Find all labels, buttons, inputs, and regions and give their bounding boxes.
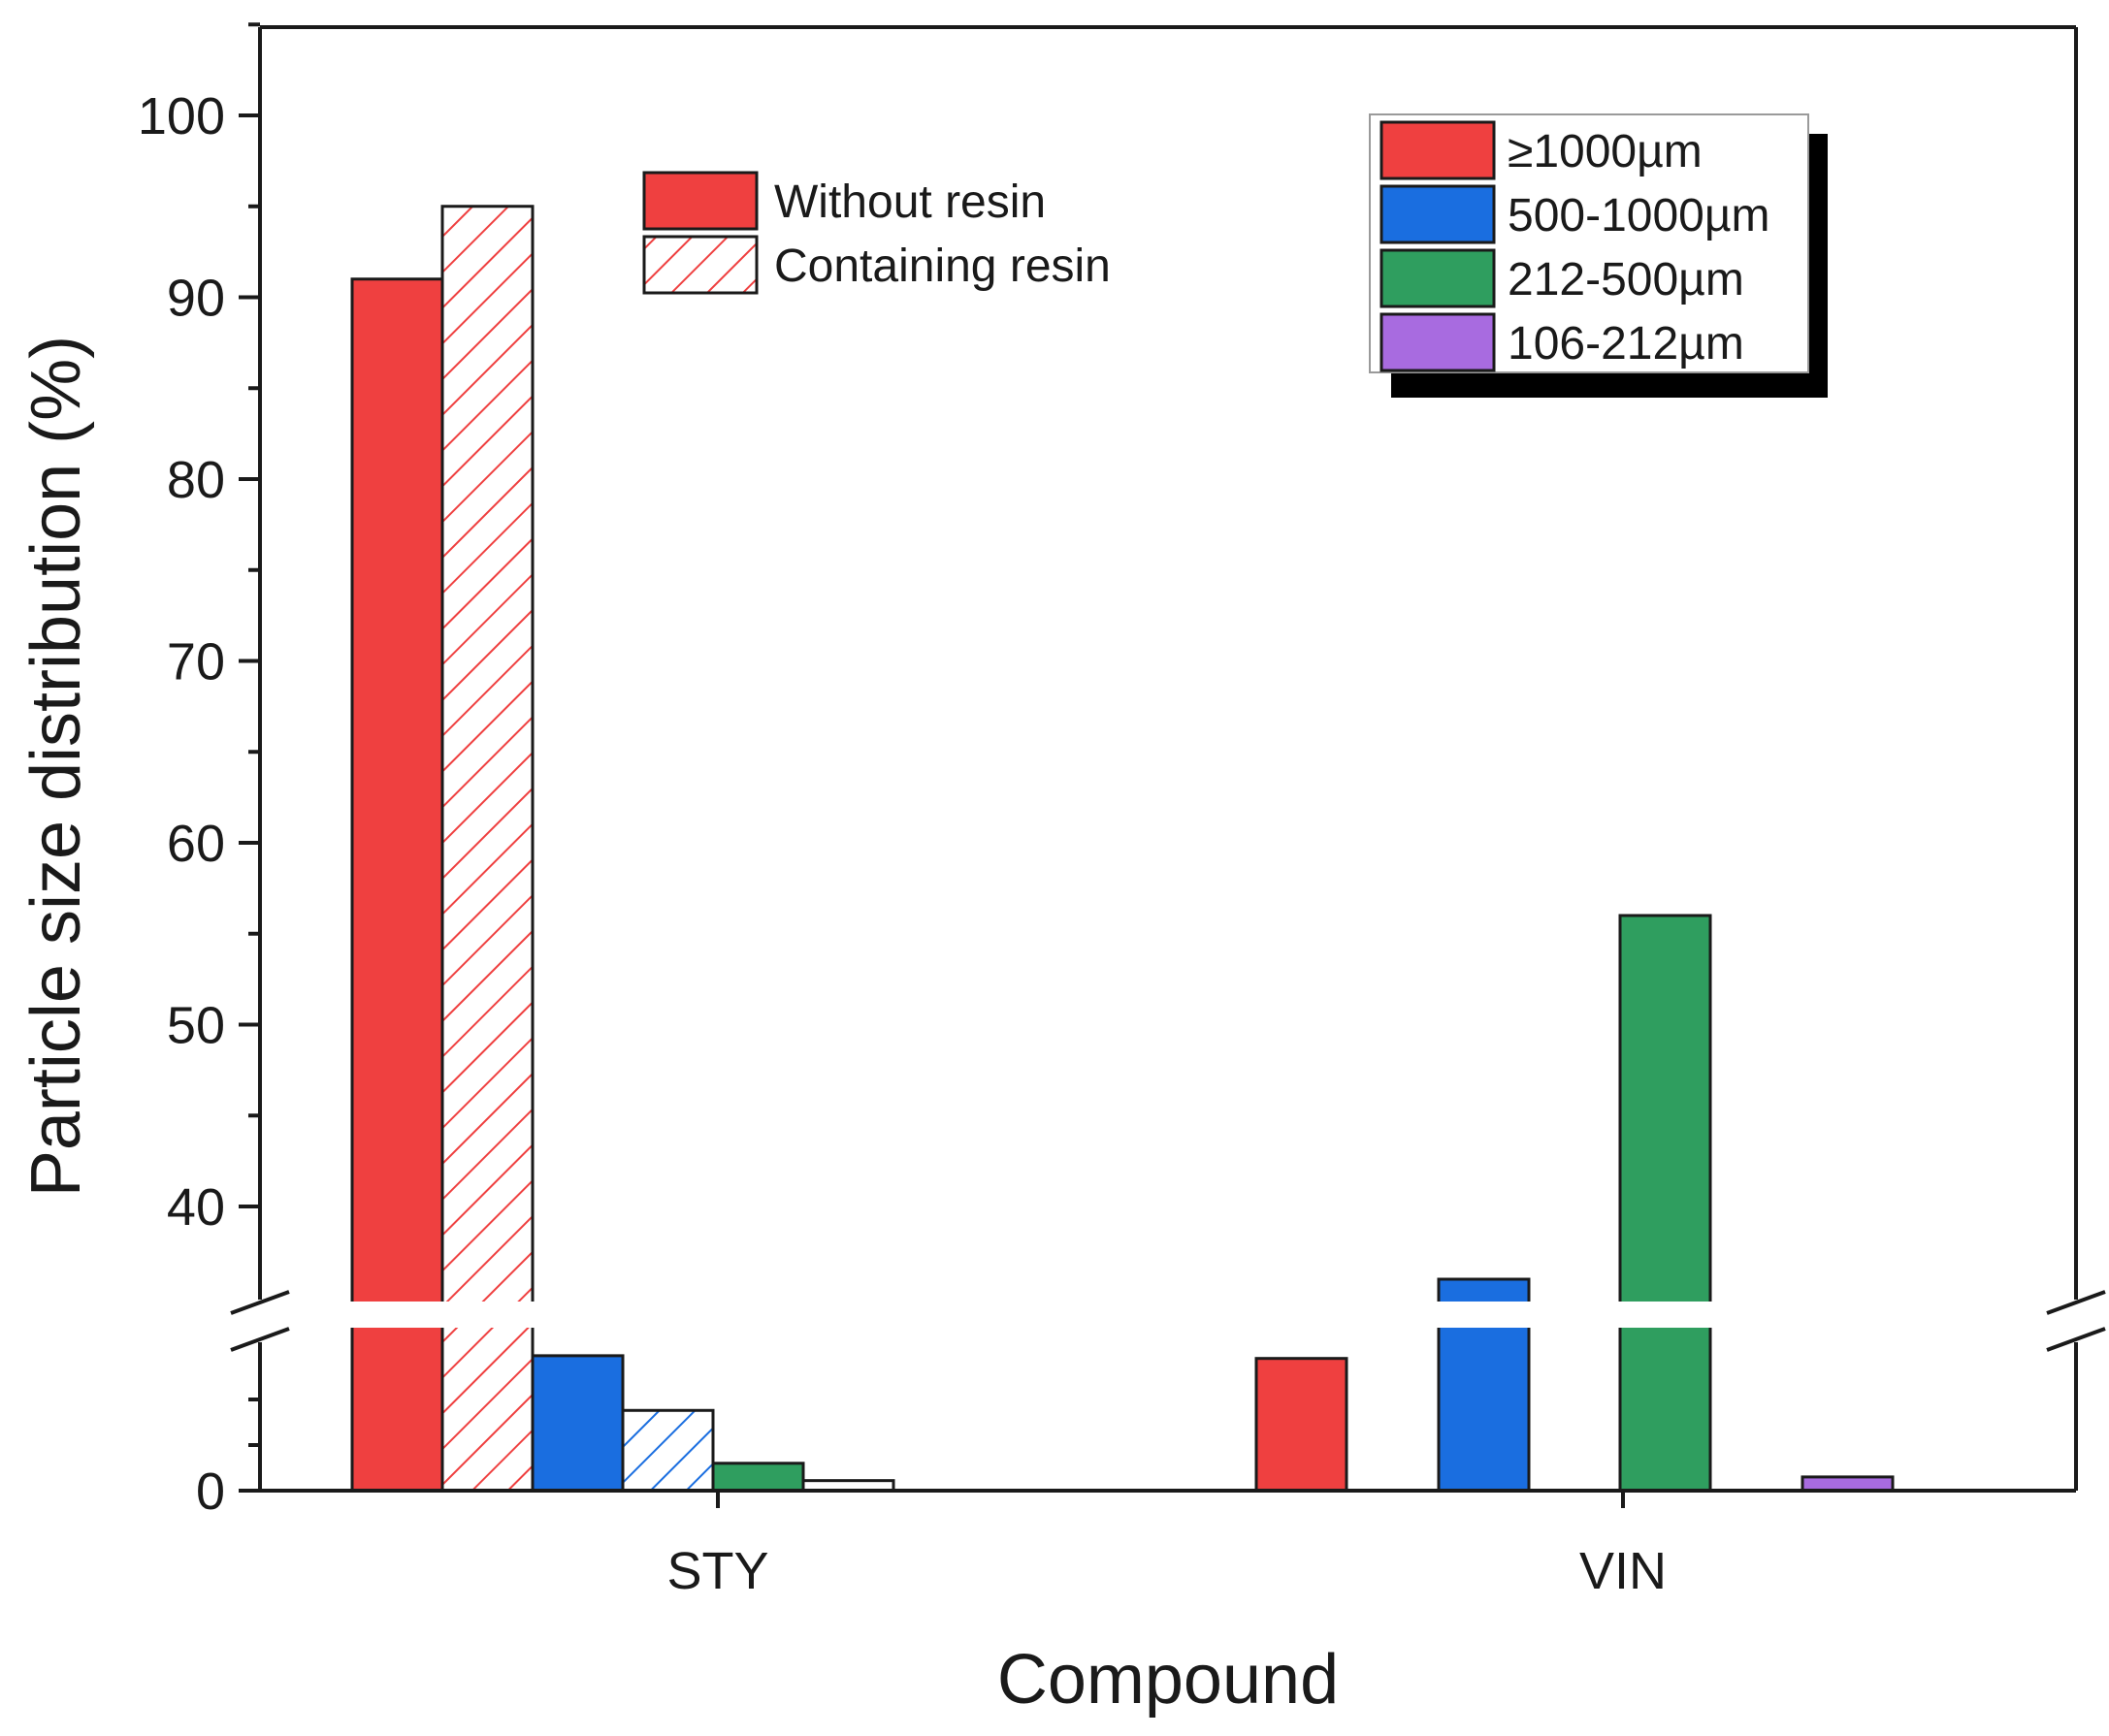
- bar-vin-1000-m-without-resin: [1254, 1357, 1348, 1493]
- legend-label-500-1000: 500-1000µm: [1508, 190, 1770, 241]
- category-label-vin: VIN: [1579, 1542, 1667, 1600]
- legend-swatch-212-500: [1379, 248, 1496, 308]
- axis-frame: [258, 25, 2078, 1493]
- bar-sty-500-1000-m-without-resin: [531, 1354, 625, 1493]
- break-mark-left-top: [230, 1290, 290, 1315]
- legend-sizes: ≥1000µm 500-1000µm 212-500µm 106-212µm: [1369, 113, 1828, 398]
- y-tick-label: 90: [167, 270, 225, 328]
- break-mark-left-bottom: [230, 1327, 290, 1352]
- legend-conditions: Without resin Containing resin: [642, 171, 1111, 295]
- bar-sty-212-500-m-without-resin: [711, 1462, 805, 1493]
- legend-swatch-containing-resin: [642, 235, 759, 295]
- y-ticks: 0 40 50 60 70 80 90 100: [138, 22, 1625, 1521]
- bar-vin-212-500-m-without-resin: [1618, 914, 1712, 1493]
- legend-swatch-106-212: [1379, 312, 1496, 372]
- y-tick-label: 40: [167, 1178, 225, 1237]
- y-tick-label: 0: [196, 1463, 225, 1521]
- legend-swatch-500-1000: [1379, 184, 1496, 244]
- category-label-sty: STY: [666, 1542, 768, 1600]
- y-axis-title: Particle size distribution (%): [17, 336, 95, 1197]
- legend-label-containing-resin: Containing resin: [774, 241, 1111, 292]
- x-axis-title: Compound: [997, 1641, 1339, 1719]
- bar-vin-106-212-m-without-resin: [1801, 1475, 1895, 1493]
- legend-swatch-ge1000: [1379, 120, 1496, 180]
- y-tick-label: 100: [138, 87, 225, 145]
- legend-label-without-resin: Without resin: [774, 177, 1046, 228]
- legend-label-212-500: 212-500µm: [1508, 254, 1744, 305]
- y-tick-label: 70: [167, 633, 225, 691]
- axis-break-marks: [230, 1290, 2106, 1352]
- bar-sty-1000-m-without-resin: [350, 277, 444, 1493]
- legend-swatch-without-resin: [642, 171, 759, 231]
- legend-label-106-212: 106-212µm: [1508, 318, 1744, 370]
- y-tick-label: 80: [167, 451, 225, 509]
- axis-break-gap: [233, 1302, 2109, 1328]
- legend-label-ge1000: ≥1000µm: [1508, 126, 1703, 177]
- y-tick-label: 60: [167, 815, 225, 873]
- bars-layer: [350, 205, 1895, 1493]
- y-tick-label: 50: [167, 997, 225, 1055]
- bar-sty-1000-m-with-resin: [440, 205, 535, 1493]
- bar-sty-500-1000-m-with-resin: [621, 1408, 715, 1493]
- break-mark-right-bottom: [2046, 1327, 2106, 1352]
- break-mark-right-top: [2046, 1290, 2106, 1315]
